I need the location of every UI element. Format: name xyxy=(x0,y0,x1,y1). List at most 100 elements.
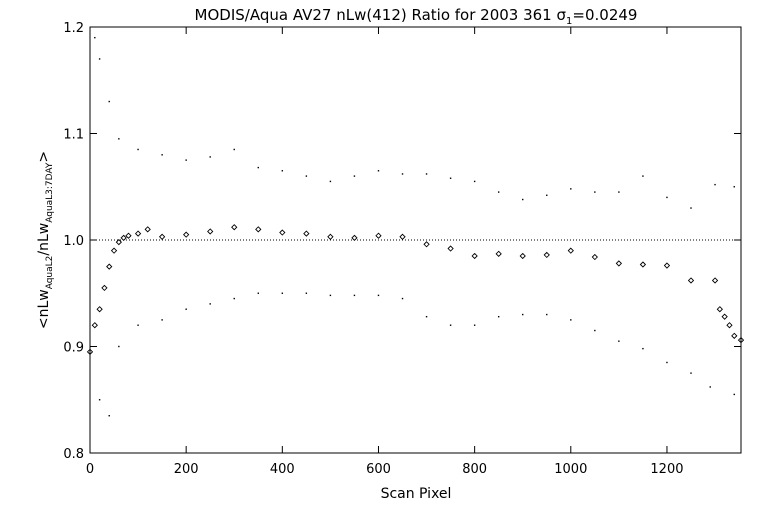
data-point xyxy=(144,226,151,233)
data-point xyxy=(305,175,308,177)
data-point xyxy=(709,386,711,388)
data-point xyxy=(615,260,623,267)
data-point xyxy=(714,183,716,186)
data-point xyxy=(158,233,166,240)
data-point xyxy=(639,261,647,268)
data-point xyxy=(108,415,110,417)
data-point xyxy=(305,292,308,294)
data-point xyxy=(642,175,644,177)
data-point xyxy=(687,277,695,284)
data-point xyxy=(231,224,238,231)
data-point xyxy=(375,232,382,239)
y-axis-label: <nLwAquaL2/nLwAquaL3:7DAY> xyxy=(36,151,55,329)
x-tick-label: 600 xyxy=(366,462,391,477)
data-point xyxy=(255,226,262,233)
data-point xyxy=(471,252,478,260)
data-point xyxy=(161,319,163,321)
data-point xyxy=(134,230,142,237)
data-point xyxy=(716,306,723,313)
data-point xyxy=(663,262,671,269)
data-point xyxy=(185,308,187,310)
data-point xyxy=(522,198,524,201)
data-point xyxy=(137,148,139,151)
data-point xyxy=(522,313,524,316)
data-point xyxy=(207,228,214,235)
data-point xyxy=(106,263,113,270)
data-point xyxy=(115,238,122,246)
data-point xyxy=(118,138,120,140)
data-point xyxy=(497,315,500,318)
data-point xyxy=(209,303,211,305)
data-point xyxy=(666,361,668,364)
data-point xyxy=(98,58,101,60)
chart-title: MODIS/Aqua AV27 nLw(412) Ratio for 2003 … xyxy=(195,6,638,27)
data-point xyxy=(96,306,103,313)
data-point xyxy=(98,399,101,401)
data-point xyxy=(401,297,404,300)
plot-frame xyxy=(89,26,742,454)
data-point xyxy=(281,292,284,294)
y-tick-label: 1.0 xyxy=(63,234,84,249)
data-point xyxy=(423,241,430,248)
data-point xyxy=(353,175,356,177)
axis-ticks: 0 200 400 600 800 1000 1200 0.8 0.9 1.0 1.1 1.2 xyxy=(63,21,741,477)
data-point xyxy=(425,315,428,318)
data-point xyxy=(570,319,572,321)
data-point xyxy=(233,148,235,151)
data-point xyxy=(591,253,598,261)
data-point xyxy=(618,340,620,342)
data-point xyxy=(519,252,526,260)
y-tick-label: 1.1 xyxy=(63,128,84,143)
x-tick-label: 800 xyxy=(462,462,487,477)
x-tick-label: 200 xyxy=(174,462,199,477)
x-tick-label: 1200 xyxy=(650,462,683,477)
y-tick-label: 0.9 xyxy=(63,341,84,356)
data-point xyxy=(118,345,120,348)
x-axis-label: Scan Pixel xyxy=(381,486,452,502)
data-point xyxy=(86,348,94,355)
data-point xyxy=(279,229,286,236)
data-point xyxy=(137,324,139,326)
data-point xyxy=(594,191,596,193)
data-point xyxy=(449,324,452,326)
data-point xyxy=(233,297,235,300)
data-point xyxy=(543,251,550,259)
data-point xyxy=(257,166,259,169)
data-point xyxy=(570,188,572,190)
data-point xyxy=(594,329,596,332)
data-point xyxy=(690,372,692,374)
data-point xyxy=(690,207,692,209)
data-point xyxy=(733,186,735,188)
data-point xyxy=(185,159,187,161)
data-point xyxy=(125,232,132,239)
data-point xyxy=(209,156,211,158)
data-point xyxy=(447,245,454,252)
data-point xyxy=(546,313,548,316)
data-point xyxy=(110,247,118,254)
mean-series xyxy=(86,224,745,355)
data-point xyxy=(120,234,127,242)
data-point xyxy=(666,196,668,199)
x-tick-label: 0 xyxy=(86,462,94,477)
y-tick-label: 0.8 xyxy=(63,447,84,462)
data-point xyxy=(353,294,356,297)
data-point xyxy=(329,294,332,297)
data-point xyxy=(399,233,406,240)
data-point xyxy=(91,322,98,329)
x-tick-label: 400 xyxy=(270,462,295,477)
data-point xyxy=(473,324,476,326)
lower-series xyxy=(98,292,735,417)
data-point xyxy=(377,170,380,172)
data-point xyxy=(425,173,428,175)
data-point xyxy=(618,191,620,193)
data-point xyxy=(101,284,108,292)
data-point xyxy=(108,100,110,103)
x-tick-label: 1000 xyxy=(554,462,587,477)
data-point xyxy=(726,322,733,329)
data-point xyxy=(281,170,284,172)
data-point xyxy=(567,247,574,254)
upper-series xyxy=(94,36,735,209)
data-point xyxy=(94,36,96,39)
data-point xyxy=(257,292,259,294)
